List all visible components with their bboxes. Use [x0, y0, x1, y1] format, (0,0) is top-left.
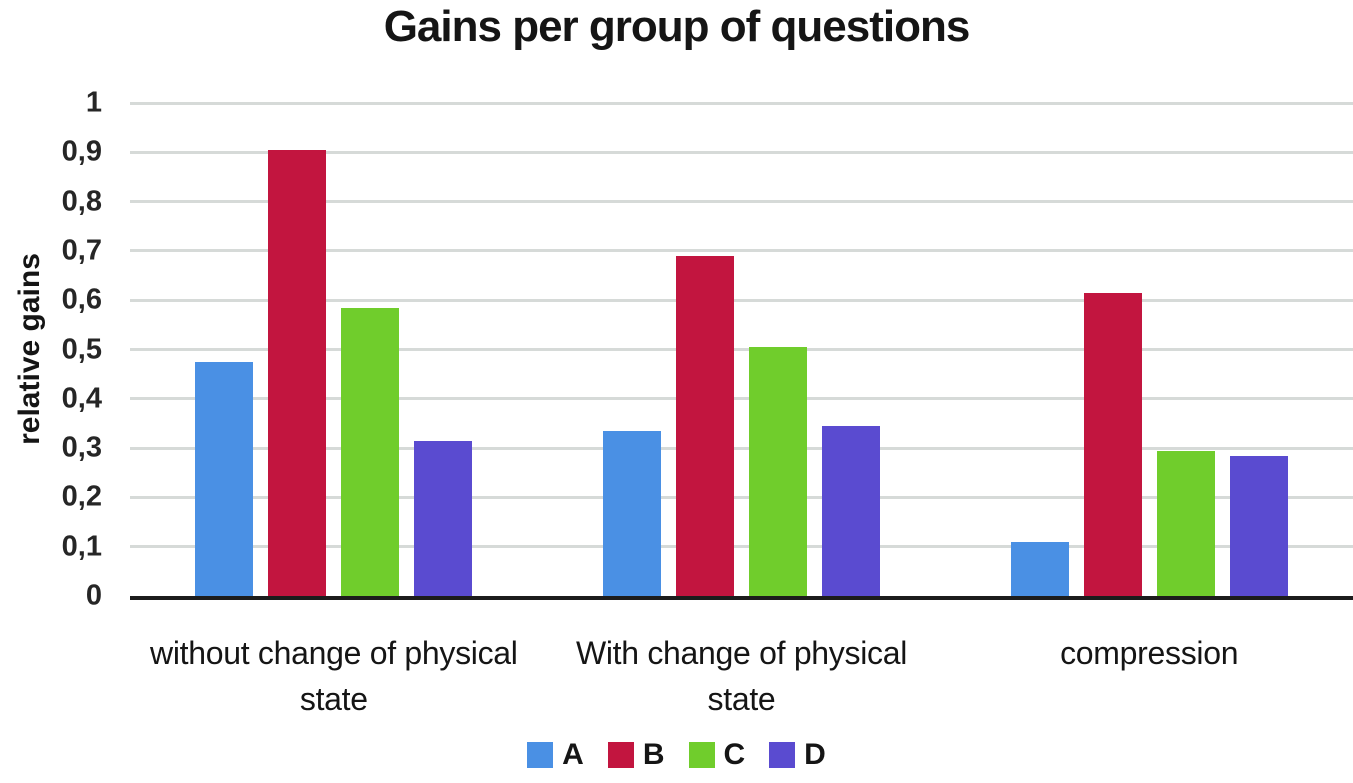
- bar-D-2: [822, 425, 880, 596]
- y-tick-label: 1: [85, 86, 102, 119]
- x-category-label: without change of physical state: [150, 635, 518, 717]
- legend-item-D: D: [769, 738, 826, 772]
- legend-item-C: C: [688, 738, 746, 772]
- y-tick-label: 0,7: [61, 234, 102, 267]
- gridline: [130, 249, 1353, 253]
- legend-label-D: D: [804, 738, 826, 771]
- plot-area: [130, 101, 1353, 600]
- legend-swatch-B: [607, 742, 634, 768]
- gridline: [130, 150, 1353, 154]
- legend-label-A: A: [562, 738, 584, 771]
- gridline: [130, 545, 1353, 549]
- y-tick-label: 0,3: [61, 431, 102, 464]
- legend-swatch-D: [769, 742, 796, 768]
- bar-C-2: [749, 347, 807, 596]
- bar-A-3: [1010, 541, 1069, 596]
- x-category-label: compression: [1060, 635, 1239, 671]
- bar-B-1: [268, 149, 327, 596]
- y-tick-label: 0: [85, 579, 102, 612]
- legend-item-A: A: [527, 738, 584, 772]
- bar-C-1: [341, 307, 400, 596]
- bar-B-3: [1083, 292, 1142, 596]
- gridline: [130, 348, 1353, 351]
- bar-A-1: [195, 361, 254, 596]
- bar-B-2: [676, 255, 734, 596]
- gridline: [130, 200, 1353, 204]
- y-tick-label: 0,1: [61, 530, 102, 563]
- y-tick-label: 0,6: [61, 283, 102, 316]
- x-category-label: With change of physical state: [575, 635, 908, 717]
- gridline: [130, 495, 1353, 499]
- legend-label-C: C: [723, 738, 746, 771]
- gridline: [130, 298, 1353, 302]
- bar-A-2: [603, 430, 661, 596]
- chart-title: Gains per group of questions: [383, 2, 971, 51]
- gridline: [130, 101, 1353, 105]
- bar-C-3: [1156, 450, 1215, 596]
- legend-swatch-A: [527, 742, 554, 768]
- y-tick-label: 0,8: [61, 185, 102, 218]
- gridline: [130, 446, 1353, 450]
- bar-D-3: [1229, 455, 1288, 596]
- y-tick-label: 0,2: [61, 480, 102, 513]
- legend: A B C D: [0, 738, 1353, 772]
- legend-swatch-C: [688, 742, 715, 768]
- y-axis-ticks: 0 0,1 0,2 0,3 0,4 0,5 0,6 0,7 0,8 0,9 1: [0, 0, 102, 783]
- y-tick-label: 0,4: [61, 382, 102, 415]
- y-tick-label: 0,5: [61, 333, 102, 365]
- gridline: [130, 397, 1353, 401]
- legend-item-B: B: [607, 738, 665, 772]
- y-tick-label: 0,9: [61, 135, 102, 168]
- bar-D-1: [414, 440, 473, 596]
- legend-label-B: B: [642, 738, 665, 771]
